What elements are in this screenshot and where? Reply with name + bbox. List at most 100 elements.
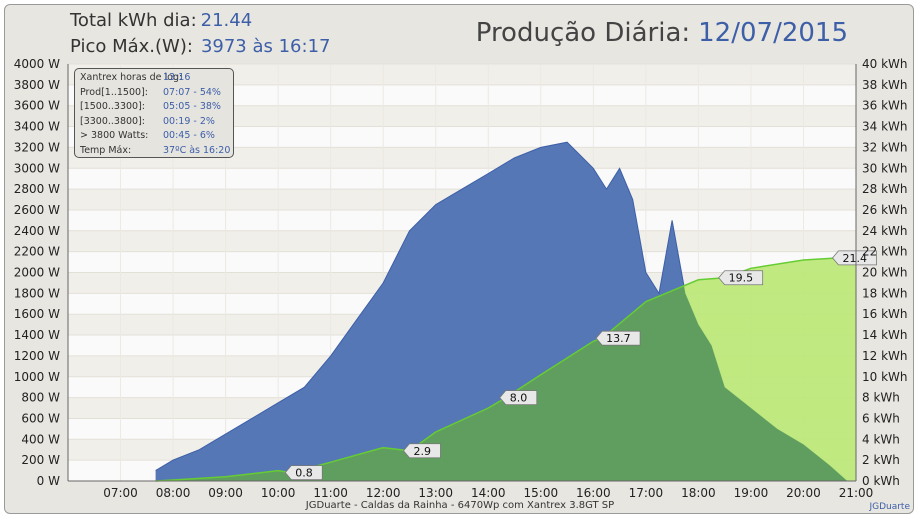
x-axis-tick: 12:00	[366, 486, 401, 500]
right-axis-tick: 0 kWh	[862, 474, 900, 488]
peak-power-label: Pico Máx.(W):	[70, 36, 193, 57]
legend-key: Temp Máx:	[80, 144, 132, 156]
left-axis-tick: 1800 W	[14, 286, 60, 300]
right-axis-tick: 40 kWh	[862, 57, 908, 71]
left-axis-tick: 3400 W	[14, 120, 60, 134]
energy-data-label: 0.8	[295, 467, 313, 480]
x-axis-tick: 10:00	[261, 486, 296, 500]
legend-value: 05:05 - 38%	[163, 101, 221, 113]
chart-date: 12/07/2015	[698, 18, 848, 48]
right-axis-tick: 34 kWh	[862, 120, 908, 134]
left-axis-tick: 2000 W	[14, 266, 60, 280]
x-axis-tick: 11:00	[313, 486, 348, 500]
energy-data-label-bg	[595, 330, 641, 346]
right-axis-tick: 22 kWh	[862, 245, 908, 259]
left-axis-tick: 3000 W	[14, 161, 60, 175]
legend-key: Prod[1..1500]:	[80, 86, 148, 98]
right-axis-tick: 18 kWh	[862, 286, 908, 300]
x-axis-tick: 16:00	[576, 486, 611, 500]
right-axis-tick: 12 kWh	[862, 349, 908, 363]
footer-caption: JGDuarte - Caldas da Rainha - 6470Wp com…	[305, 500, 615, 511]
legend-value: 07:07 - 54%	[163, 86, 221, 98]
x-axis-tick: 09:00	[208, 486, 243, 500]
right-axis-tick: 8 kWh	[862, 391, 900, 405]
left-axis-tick: 2400 W	[14, 224, 60, 238]
left-axis-tick: 0 W	[37, 474, 60, 488]
footer-credit: JGDuarte	[869, 502, 910, 512]
energy-data-label-bg	[402, 443, 441, 459]
left-axis-tick: 3600 W	[14, 99, 60, 113]
left-axis-tick: 400 W	[21, 432, 60, 446]
peak-power: Pico Máx.(W): 3973 às 16:17	[70, 36, 330, 57]
legend-row: [3300..3800]: 00:19 - 2%	[80, 115, 233, 130]
energy-data-label-bg	[831, 250, 877, 266]
left-axis-tick: 800 W	[21, 391, 60, 405]
stats-legend: Xantrex horas de log: 13:16 Prod[1..1500]…	[74, 68, 234, 158]
legend-value: 00:19 - 2%	[163, 115, 215, 127]
legend-key: [1500..3300]:	[80, 101, 146, 113]
right-axis-tick: 14 kWh	[862, 328, 908, 342]
energy-data-label-bg	[499, 390, 538, 405]
energy-data-label: 21.4	[842, 252, 867, 265]
energy-data-label: 8.0	[510, 392, 528, 405]
energy-data-label-bg	[718, 270, 764, 286]
left-axis-tick: 3200 W	[14, 140, 60, 154]
x-axis-tick: 07:00	[103, 486, 138, 500]
right-axis-tick: 24 kWh	[862, 224, 908, 238]
energy-data-label: 13.7	[606, 332, 631, 345]
left-axis-tick: 1600 W	[14, 307, 60, 321]
left-axis-tick: 2200 W	[14, 245, 60, 259]
x-axis-tick: 17:00	[629, 486, 664, 500]
legend-row: [1500..3300]: 05:05 - 38%	[80, 100, 233, 115]
legend-value: 13:16	[163, 72, 191, 83]
x-axis-tick: 08:00	[156, 486, 191, 500]
left-axis-tick: 3800 W	[14, 78, 60, 92]
left-axis-tick: 1000 W	[14, 370, 60, 384]
right-axis-tick: 36 kWh	[862, 99, 908, 113]
right-axis-tick: 4 kWh	[862, 432, 900, 446]
left-axis-tick: 4000 W	[14, 57, 60, 71]
right-axis-tick: 2 kWh	[862, 453, 900, 467]
right-axis-tick: 38 kWh	[862, 78, 908, 92]
right-axis-tick: 10 kWh	[862, 370, 908, 384]
left-axis-tick: 600 W	[21, 411, 60, 425]
x-axis-tick: 15:00	[524, 486, 559, 500]
legend-key: Xantrex horas de log:	[80, 72, 183, 83]
total-kwh-value: 21.44	[200, 10, 253, 31]
peak-power-value: 3973 às 16:17	[200, 36, 331, 57]
total-kwh: Total kWh dia: 21.44	[70, 10, 252, 31]
legend-row: Temp Máx: 37ºC às 16:20	[80, 144, 233, 159]
legend-row: Prod[1..1500]: 07:07 - 54%	[80, 86, 233, 101]
energy-data-label: 2.9	[413, 445, 431, 458]
legend-value: 00:45 - 6%	[163, 130, 215, 142]
x-axis-tick: 13:00	[418, 486, 453, 500]
x-axis-tick: 18:00	[681, 486, 716, 500]
left-axis-tick: 200 W	[21, 453, 60, 467]
x-axis-tick: 19:00	[734, 486, 769, 500]
left-axis-tick: 2800 W	[14, 182, 60, 196]
right-axis-tick: 6 kWh	[862, 411, 900, 425]
legend-value: 37ºC às 16:20	[163, 144, 231, 156]
right-axis-tick: 30 kWh	[862, 161, 908, 175]
grid-band	[68, 64, 856, 85]
legend-row: > 3800 Watts: 00:45 - 6%	[80, 129, 233, 144]
right-axis-tick: 20 kWh	[862, 266, 908, 280]
legend-row: Xantrex horas de log: 13:16	[80, 71, 233, 86]
grid-band	[68, 105, 856, 127]
right-axis-tick: 32 kWh	[862, 140, 908, 154]
grid-band	[68, 147, 856, 169]
legend-key: > 3800 Watts:	[80, 130, 149, 142]
x-axis-tick: 14:00	[471, 486, 506, 500]
energy-data-label: 19.5	[729, 272, 754, 285]
right-axis-tick: 16 kWh	[862, 307, 908, 321]
chart-title-label: Produção Diária:	[475, 18, 691, 48]
total-kwh-label: Total kWh dia:	[70, 10, 197, 31]
energy-data-label-bg	[284, 465, 323, 481]
x-axis-tick: 21:00	[839, 486, 874, 500]
x-axis-tick: 20:00	[786, 486, 821, 500]
right-axis-tick: 28 kWh	[862, 182, 908, 196]
chart-title: Produção Diária: 12/07/2015	[476, 18, 848, 48]
right-axis-tick: 26 kWh	[862, 203, 908, 217]
left-axis-tick: 2600 W	[14, 203, 60, 217]
